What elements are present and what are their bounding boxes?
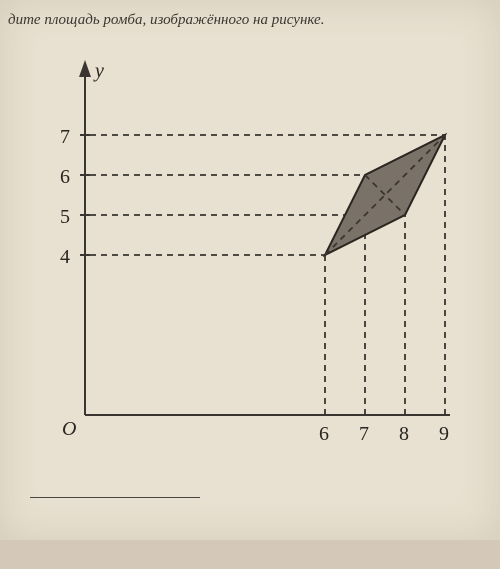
y-axis-arrow <box>79 60 91 77</box>
x-tick-label: 6 <box>319 423 329 445</box>
problem-statement: дите площадь ромба, изображённого на рис… <box>8 12 324 29</box>
y-tick-label: 6 <box>60 166 70 188</box>
answer-blank <box>30 497 200 498</box>
y-tick-label: 7 <box>60 126 70 148</box>
x-tick-label: 9 <box>439 423 449 445</box>
chart-svg: y O 7 6 5 4 6 7 8 9 <box>50 55 460 495</box>
y-tick-label: 4 <box>60 246 70 268</box>
x-tick-label: 7 <box>359 423 369 445</box>
origin-label: O <box>62 418 76 440</box>
y-tick-label: 5 <box>60 206 70 228</box>
y-axis-label: y <box>93 60 104 82</box>
coordinate-chart: y O 7 6 5 4 6 7 8 9 <box>50 55 460 495</box>
paper-sheet: дите площадь ромба, изображённого на рис… <box>0 0 500 540</box>
x-tick-label: 8 <box>399 423 409 445</box>
